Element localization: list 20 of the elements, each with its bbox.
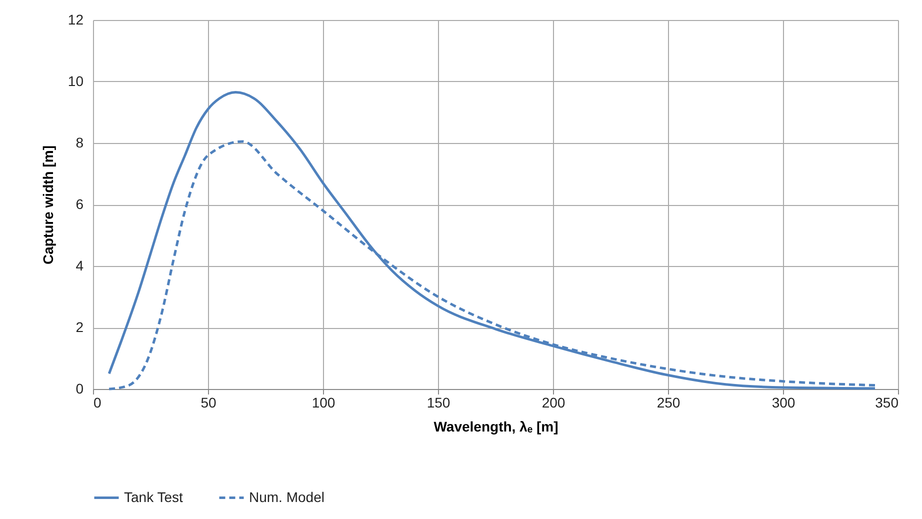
x-tick-label: 50 <box>200 394 216 410</box>
x-tick-label: 200 <box>542 394 566 410</box>
x-tick-label: 250 <box>656 394 680 410</box>
line-series <box>108 91 876 390</box>
x-tick-label: 0 <box>94 394 102 410</box>
x-tick-label: 350 <box>875 394 899 410</box>
legend-label: Tank Test <box>124 488 183 505</box>
x-axis-title: Wavelength, λₑ [m] <box>434 418 558 434</box>
y-tick-label: 12 <box>68 12 84 28</box>
y-tick-label: 4 <box>76 258 84 274</box>
y-tick-label: 0 <box>76 380 84 396</box>
y-axis-title: Capture width [m] <box>40 146 56 264</box>
y-tick-label: 2 <box>76 319 84 335</box>
x-tick-label: 300 <box>772 394 796 410</box>
x-tick-label: 150 <box>426 394 450 410</box>
y-tick-label: 8 <box>76 134 84 150</box>
y-tick-label: 6 <box>76 196 84 212</box>
y-tick-label: 10 <box>68 73 84 89</box>
x-tick-label: 100 <box>312 394 336 410</box>
legend-label: Num. Model <box>249 488 324 505</box>
